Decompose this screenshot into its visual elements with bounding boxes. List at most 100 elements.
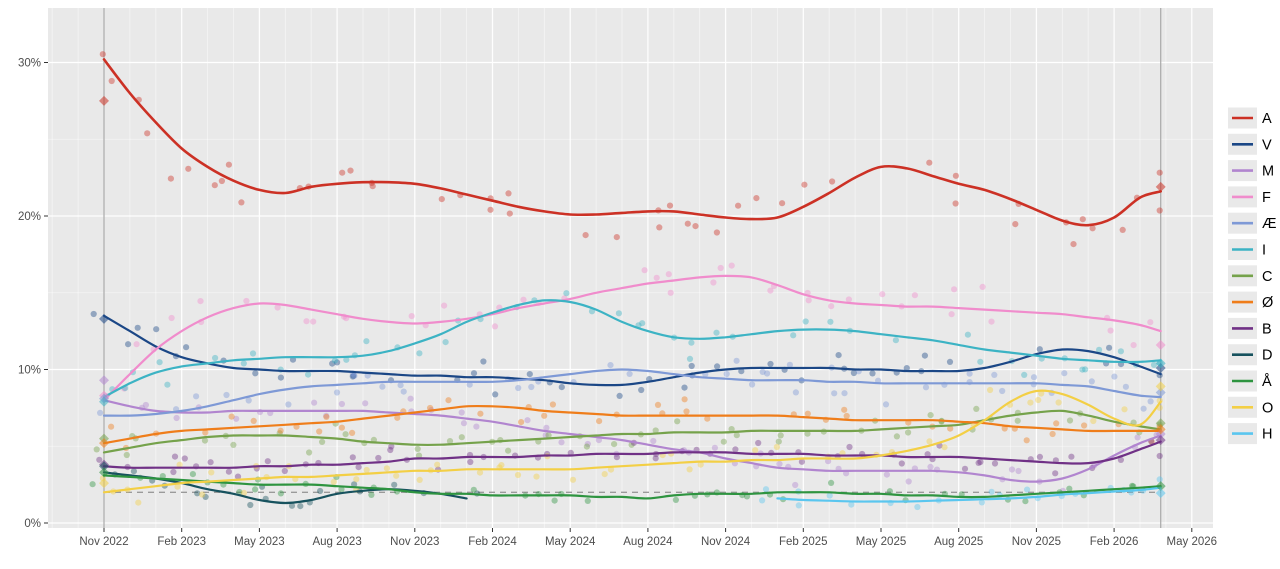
trend-line-M [102,399,1162,483]
legend-entry-Ø: Ø [1228,291,1273,313]
poll-dot [723,370,730,378]
poll-dot [905,429,912,436]
poll-dot [393,472,400,479]
poll-dot [349,454,356,461]
poll-dot [966,370,973,377]
poll-dot [666,202,674,209]
legend-entry-M: M [1228,160,1274,182]
poll-dot [728,426,735,433]
poll-dot [173,414,180,422]
poll-dot [442,339,449,346]
poll-dot [197,298,204,305]
poll-points-Æ [97,357,1154,416]
poll-dot [1035,396,1042,404]
latest-average-diamond-F [1155,339,1166,350]
legend-entry-A: A [1228,107,1272,129]
poll-dot [1111,373,1118,380]
y-axis-label: 30% [18,58,41,70]
poll-dot [1089,225,1096,232]
poll-dot [524,417,531,424]
poll-dot [714,363,721,370]
poll-dot [762,486,770,493]
poll-dot [467,458,474,466]
poll-dot [914,503,921,511]
poll-dot [764,370,771,377]
poll-dot [584,440,591,448]
poll-dot [777,432,784,439]
poll-dot [362,400,369,407]
legend-label: O [1262,400,1273,416]
poll-dot [952,172,960,179]
poll-dot [285,401,292,408]
poll-dot [233,415,240,422]
poll-dot [331,357,339,364]
poll-dot [414,445,421,452]
poll-dot [1096,346,1103,353]
poll-dot [674,418,681,425]
poll-dot [144,130,151,137]
poll-dot [96,456,103,463]
poll-dot [207,459,214,466]
poll-dot [961,465,969,472]
poll-dot [667,289,674,296]
election-result-diamond-V [99,313,109,324]
poll-dot [212,354,219,362]
poll-dot [713,329,720,336]
poll-dot [704,415,711,422]
poll-dot [234,473,242,480]
poll-dot [1106,344,1113,351]
poll-dot [753,195,760,202]
poll-dot [767,287,774,294]
y-axis-label: 20% [18,211,41,223]
poll-dot [1150,361,1158,368]
poll-dot [202,429,209,436]
poll-dot [991,371,998,378]
poll-dot [841,406,848,413]
poll-dot [339,169,346,176]
poll-dot [654,401,662,408]
poll-dot [133,341,140,348]
poll-dot [733,357,740,364]
latest-average-diamond-Ø [1155,424,1166,435]
latest-average-diamond-Æ [1155,387,1166,398]
poll-dot [973,405,980,412]
latest-average-diamond-B [1155,435,1166,446]
poll-dot [441,302,448,309]
y-axis-label: 0% [24,518,41,530]
poll-dot [692,223,699,230]
poll-dot [473,423,480,430]
poll-dot [882,401,890,408]
election-result-diamond-A [99,95,109,106]
poll-dot [338,486,345,493]
poll-dot [1014,417,1021,424]
latest-average-diamond-O [1155,381,1166,392]
poll-dot [713,229,721,236]
poll-dot [189,471,196,478]
poll-dot [408,313,415,320]
trend-line-Å [102,474,1162,500]
poll-dot [583,443,591,450]
poll-dot [351,372,358,379]
poll-dot [349,429,356,436]
poll-dot [926,159,933,166]
poll-dot [369,183,376,190]
poll-dot [347,167,354,174]
poll-dot [470,486,477,493]
poll-dot [383,465,390,472]
poll-dot [108,423,115,430]
poll-dot [987,386,994,394]
poll-dot [181,455,188,462]
poll-dot [1147,319,1154,326]
poll-dot [801,181,808,188]
poll-dot [1052,470,1059,477]
poll-dot [1055,399,1062,406]
poll-dot [672,496,680,503]
poll-dot [1117,456,1124,463]
poll-dot [228,413,235,420]
poll-dot [243,297,250,305]
poll-dot [487,206,494,213]
poll-dot [1061,370,1068,377]
poll-dot [97,409,104,416]
poll-dot [710,279,717,286]
